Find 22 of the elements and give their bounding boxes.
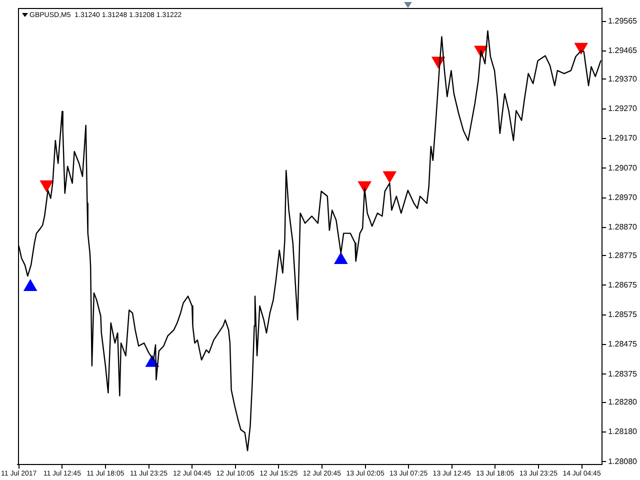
y-tick-label: 1.29565 <box>608 16 638 26</box>
point <box>334 252 348 264</box>
y-tick-label: 1.28475 <box>608 340 638 349</box>
y-tick-label: 1.28180 <box>608 427 638 436</box>
y-tick-label: 1.28375 <box>608 369 638 378</box>
y-tick-label: 1.28775 <box>608 250 638 260</box>
point <box>574 42 588 54</box>
y-tick-label: 1.28870 <box>608 222 638 232</box>
y-tick-label: 1.28970 <box>608 192 638 202</box>
y-tick-label: 1.28675 <box>608 280 638 290</box>
y-tick-label: 1.29370 <box>608 74 638 84</box>
point <box>358 181 372 193</box>
y-tick-label: 1.28280 <box>608 398 638 407</box>
y-tick-label: 1.28080 <box>608 456 638 466</box>
point <box>24 280 37 291</box>
y-tick-label: 1.29465 <box>608 46 638 56</box>
y-tick-label: 1.29170 <box>608 134 638 143</box>
y-tick-label: 1.29270 <box>608 104 638 114</box>
point <box>383 171 396 183</box>
point <box>40 180 54 192</box>
y-tick-label: 1.28575 <box>608 310 638 320</box>
y-tick-label: 1.29070 <box>608 163 638 172</box>
